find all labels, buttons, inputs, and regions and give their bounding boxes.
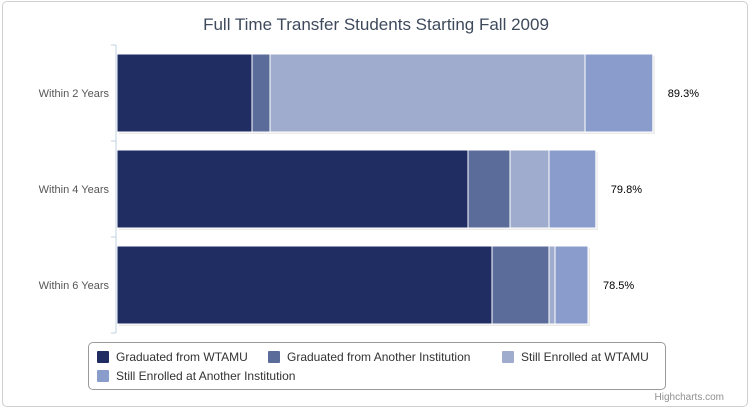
legend-item-graduated-another[interactable]: Graduated from Another Institution <box>267 350 470 364</box>
bar-segment[interactable] <box>116 149 469 229</box>
chart-title: Full Time Transfer Students Starting Fal… <box>203 15 549 34</box>
legend-swatch-icon <box>501 350 515 364</box>
y-tick-label: Within 2 Years <box>39 88 110 100</box>
credits-link[interactable]: Highcharts.com <box>654 392 724 403</box>
y-tick-label: Within 6 Years <box>39 280 110 292</box>
legend-item-graduated-wtamu[interactable]: Graduated from WTAMU <box>96 350 248 364</box>
bar-segment[interactable] <box>251 53 271 133</box>
bar-segment[interactable] <box>467 149 511 229</box>
bar-segment[interactable] <box>548 149 597 229</box>
bar-series-group <box>116 53 655 326</box>
legend-swatch-icon <box>96 350 110 364</box>
total-data-label: 79.8% <box>611 184 642 196</box>
legend-label: Still Enrolled at Another Institution <box>116 369 296 383</box>
legend: Graduated from WTAMU Graduated from Anot… <box>88 342 666 390</box>
legend-swatch-icon <box>96 369 110 383</box>
bar-segment[interactable] <box>269 53 586 133</box>
legend-item-enrolled-wtamu[interactable]: Still Enrolled at WTAMU <box>501 350 649 364</box>
bar-segment[interactable] <box>509 149 550 229</box>
legend-label: Graduated from Another Institution <box>287 350 471 364</box>
bar-segment[interactable] <box>554 245 589 325</box>
bar-segment[interactable] <box>116 245 493 325</box>
legend-label: Graduated from WTAMU <box>116 350 248 364</box>
bar-segment[interactable] <box>116 53 253 133</box>
legend-label: Still Enrolled at WTAMU <box>521 350 649 364</box>
y-tick-label: Within 4 Years <box>39 184 110 196</box>
y-axis: Within 2 Years Within 4 Years Within 6 Yea… <box>39 44 117 334</box>
bar-segment[interactable] <box>584 53 654 133</box>
legend-item-enrolled-another[interactable]: Still Enrolled at Another Institution <box>96 369 295 383</box>
total-data-label: 78.5% <box>603 280 634 292</box>
bar-segment[interactable] <box>491 245 550 325</box>
legend-swatch-icon <box>267 350 281 364</box>
bar-segment[interactable] <box>548 245 556 325</box>
total-labels-group: 89.3% 79.8% 78.5% <box>603 88 699 292</box>
total-data-label: 89.3% <box>668 88 699 100</box>
